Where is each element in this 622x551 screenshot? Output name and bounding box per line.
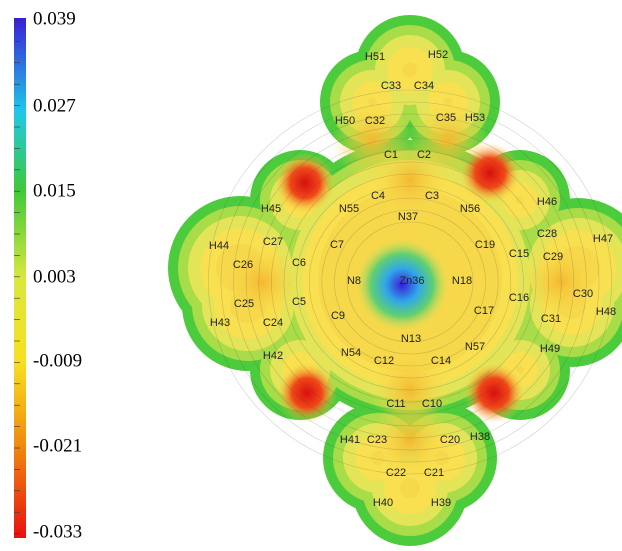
atom-label: N57 xyxy=(465,341,485,353)
colorbar-label: 0.015 xyxy=(33,180,76,201)
atom-label: C16 xyxy=(509,292,529,304)
atom-label: C22 xyxy=(386,467,406,479)
atom-label: H53 xyxy=(465,112,485,124)
atom-label: N37 xyxy=(398,211,418,223)
atom-label: C17 xyxy=(474,305,494,317)
atom-label: C26 xyxy=(233,259,253,271)
atom-label: C28 xyxy=(537,228,557,240)
atom-label: H42 xyxy=(263,350,283,362)
figure: H51 H52 C33 C34 H50 C32 C35 H53 C1 C2 C4 C3 N55 N37 N5… xyxy=(0,0,622,551)
colorbar-label: 0.003 xyxy=(33,266,76,287)
potential-region xyxy=(222,242,302,322)
atom-label: H48 xyxy=(596,306,616,318)
colorbar-label: 0.039 xyxy=(33,8,76,29)
atom-label: C15 xyxy=(509,248,529,260)
atom-label: C19 xyxy=(475,239,495,251)
atom-label: N54 xyxy=(341,347,361,359)
atom-label: N13 xyxy=(401,333,421,345)
atom-label: C2 xyxy=(417,149,431,161)
negative-region xyxy=(277,363,337,423)
atom-label: H41 xyxy=(340,434,360,446)
atom-label: N55 xyxy=(339,203,359,215)
atom-label: H39 xyxy=(431,497,451,509)
colorbar-label: -0.009 xyxy=(33,350,82,371)
potential-surface xyxy=(400,478,420,498)
atom-label: C12 xyxy=(374,355,394,367)
atom-label: C25 xyxy=(234,298,254,310)
atom-label: C3 xyxy=(425,190,439,202)
atom-label: C35 xyxy=(436,112,456,124)
potential-region xyxy=(370,140,450,220)
atom-label: C9 xyxy=(331,310,345,322)
atom-label: C1 xyxy=(384,149,398,161)
atom-label: C21 xyxy=(424,467,444,479)
atom-label: H38 xyxy=(470,431,490,443)
atom-label: C23 xyxy=(367,434,387,446)
atom-label: H43 xyxy=(210,317,230,329)
atom-label: H45 xyxy=(261,203,281,215)
atom-label: H46 xyxy=(537,196,557,208)
colorbar-label: -0.021 xyxy=(33,435,82,456)
colorbar-label: 0.027 xyxy=(33,95,76,116)
atom-label: C7 xyxy=(330,239,344,251)
atom-label: C5 xyxy=(292,296,306,308)
negative-region xyxy=(460,143,520,203)
atom-label: C34 xyxy=(414,80,434,92)
atom-label: Zn36 xyxy=(399,275,424,287)
atom-label: C33 xyxy=(381,80,401,92)
colorbar xyxy=(14,18,26,538)
atom-label: C11 xyxy=(386,398,405,410)
potential-surface xyxy=(516,366,524,374)
atom-label: C4 xyxy=(371,190,385,202)
atom-label: C20 xyxy=(440,434,460,446)
potential-surface xyxy=(403,63,417,77)
atom-label: C30 xyxy=(573,288,593,300)
atom-label: N56 xyxy=(460,203,480,215)
atom-label: C29 xyxy=(543,251,563,263)
atom-label: H50 xyxy=(335,115,355,127)
atom-label: H40 xyxy=(373,497,393,509)
atom-label: H47 xyxy=(593,233,613,245)
atom-label: C32 xyxy=(365,115,385,127)
atom-label: C31 xyxy=(541,313,561,325)
colorbar-label: -0.033 xyxy=(33,521,82,542)
atom-label: C10 xyxy=(422,398,442,410)
atom-label: H49 xyxy=(540,343,560,355)
atom-label: C14 xyxy=(431,355,451,367)
atom-label: H44 xyxy=(209,240,229,252)
potential-surface xyxy=(516,196,524,204)
atom-label: H52 xyxy=(428,49,448,61)
atom-label: N18 xyxy=(452,275,472,287)
atom-label: C27 xyxy=(263,236,283,248)
atom-label: C6 xyxy=(292,257,306,269)
atom-label: H51 xyxy=(365,51,385,63)
atom-label: N8 xyxy=(347,275,361,287)
atom-label: C24 xyxy=(263,317,283,329)
